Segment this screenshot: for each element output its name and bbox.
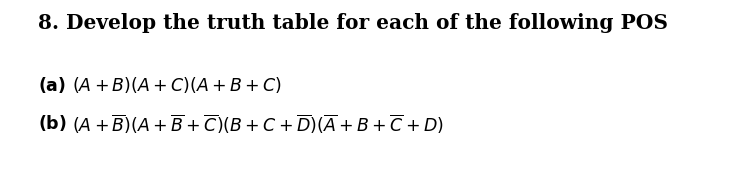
Text: 8. Develop the truth table for each of the following POS: 8. Develop the truth table for each of t… bbox=[38, 13, 668, 33]
Text: $(A + B)(A + C)(A + B + C)$: $(A + B)(A + C)(A + B + C)$ bbox=[72, 75, 282, 95]
Text: $(A + \overline{B})(A + \overline{B} + \overline{C})(B + C + \overline{D})(\over: $(A + \overline{B})(A + \overline{B} + \… bbox=[72, 113, 444, 136]
Text: $\mathbf{(a)}$: $\mathbf{(a)}$ bbox=[38, 75, 66, 95]
Text: $\mathbf{(b)}$: $\mathbf{(b)}$ bbox=[38, 113, 67, 133]
